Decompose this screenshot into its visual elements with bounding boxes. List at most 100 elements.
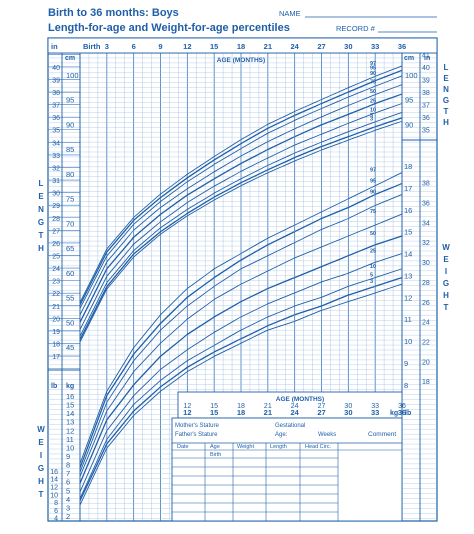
gestational: Gestational bbox=[275, 423, 305, 429]
age-axis-title: AGE (MONTHS) bbox=[217, 57, 265, 64]
length-vertical-letter: G bbox=[38, 218, 44, 227]
length_for_age_cm-curve-50 bbox=[79, 93, 403, 323]
age-tick-top: 18 bbox=[237, 42, 245, 51]
age-tick-bottom: 30 bbox=[344, 408, 352, 417]
weight-kg-right-tick: 11 bbox=[404, 315, 412, 324]
length-vertical-letter-right: T bbox=[444, 107, 449, 116]
weight-kg-right-tick: 9 bbox=[404, 359, 408, 368]
length-in-right-tick: 39 bbox=[422, 77, 430, 84]
length-in-tick: 31 bbox=[52, 178, 60, 185]
form-box bbox=[171, 417, 403, 522]
weight_for_age_kg-percentile-label: 10 bbox=[370, 264, 376, 270]
weight-kg-right-tick: 15 bbox=[404, 228, 412, 237]
length-vertical-letter-right: L bbox=[444, 63, 449, 72]
mothers-stature: Mother's Stature bbox=[175, 423, 219, 429]
weight_for_age_kg-curve-95 bbox=[79, 182, 403, 469]
title-line-2: Length-for-age and Weight-for-age percen… bbox=[48, 22, 290, 34]
weight-kg-left-tick: 13 bbox=[66, 418, 74, 427]
length-cm-tick: 45 bbox=[66, 343, 74, 352]
length-in-tick: 24 bbox=[52, 266, 60, 273]
age-tick-bottom: 24 bbox=[290, 408, 299, 417]
lb-label-right: lb bbox=[405, 410, 411, 417]
form-column-heading: Date bbox=[177, 444, 189, 450]
weight-lb-right-tick: 20 bbox=[422, 359, 430, 366]
weight-kg-left-tick: 4 bbox=[66, 495, 70, 504]
weight-kg-left-tick: 5 bbox=[66, 486, 70, 495]
weight_for_age_kg-percentile-label: 25 bbox=[370, 249, 376, 255]
age-tick-top: 36 bbox=[398, 42, 406, 51]
weight-lb-left-tick: 6 bbox=[54, 508, 58, 515]
length_for_age_cm-percentile-label: 10 bbox=[370, 107, 376, 113]
age-tick-top: 30 bbox=[344, 42, 352, 51]
length-vertical-letter: H bbox=[38, 244, 44, 253]
length-cm-right-tick: 100 bbox=[405, 71, 418, 80]
age-tick-bottom: 36 bbox=[398, 408, 406, 417]
length-in-tick: 23 bbox=[52, 279, 60, 286]
weight-vertical-letter-right: W bbox=[442, 243, 450, 252]
weight-lb-right-tick: 32 bbox=[422, 240, 430, 247]
weight-kg-left-tick: 7 bbox=[66, 469, 70, 478]
weight-kg-left-tick: 9 bbox=[66, 452, 70, 461]
weight-kg-right-tick: 13 bbox=[404, 271, 412, 280]
weight_for_age_kg-curve-50 bbox=[79, 235, 403, 484]
in-label-right: in bbox=[424, 55, 430, 62]
weight-kg-left-tick: 14 bbox=[66, 409, 74, 418]
age-tick-bottom: 15 bbox=[210, 408, 218, 417]
length-vertical-letter-right: E bbox=[443, 74, 449, 83]
cm-label-left: cm bbox=[65, 55, 75, 62]
age-tick-bottom-mid: 24 bbox=[291, 403, 299, 410]
length_for_age_cm-curve-3 bbox=[79, 120, 403, 343]
cm-label-right: cm bbox=[404, 55, 414, 62]
weight_for_age_kg-curve-90 bbox=[79, 193, 403, 473]
length-cm-tick: 60 bbox=[66, 269, 74, 278]
weight_for_age_kg-curve-10 bbox=[79, 268, 403, 499]
age-tick-top: 6 bbox=[132, 42, 136, 51]
length_for_age_cm-curve-95 bbox=[79, 69, 403, 306]
weight-lb-right-tick: 38 bbox=[422, 181, 430, 188]
comment-heading: Comment bbox=[368, 431, 396, 438]
weight-lb-left-tick: 10 bbox=[50, 492, 58, 499]
weight-kg-left-tick: 15 bbox=[66, 401, 74, 410]
length_for_age_cm-curve-25 bbox=[79, 103, 403, 330]
weight_for_age_kg-percentile-label: 97 bbox=[370, 168, 376, 174]
length-cm-right-tick: 90 bbox=[405, 120, 413, 129]
weight-kg-left-tick: 10 bbox=[66, 443, 74, 452]
weeks-field: Weeks bbox=[318, 432, 336, 438]
weight-kg-left-tick: 3 bbox=[66, 503, 70, 512]
age-tick-bottom-mid: 27 bbox=[318, 403, 326, 410]
length_for_age_cm-curve-10 bbox=[79, 111, 403, 337]
weight-kg-left-tick: 11 bbox=[66, 435, 74, 444]
weight-vertical-letter: W bbox=[37, 425, 45, 434]
weight_for_age_kg-percentile-label: 5 bbox=[370, 273, 373, 279]
length-in-tick: 21 bbox=[52, 304, 60, 311]
weight_for_age_kg-percentile-label: 50 bbox=[370, 231, 376, 237]
header: Birth to 36 months: Boys Length-for-age … bbox=[48, 7, 437, 34]
age-tick-top: 12 bbox=[183, 42, 191, 51]
form-column-heading: Weight bbox=[237, 444, 254, 450]
length-in-tick: 36 bbox=[52, 115, 60, 122]
age-tick-top: 33 bbox=[371, 42, 379, 51]
age-tick-bottom-mid: 36 bbox=[398, 403, 406, 410]
age-tick-top: 27 bbox=[317, 42, 325, 51]
length-vertical-letter: N bbox=[38, 205, 44, 214]
length-in-tick: 30 bbox=[52, 191, 60, 198]
weight-vertical-letter-right: I bbox=[445, 267, 447, 276]
weight-lb-left-tick: 16 bbox=[50, 469, 58, 476]
weight-vertical-letter-right: H bbox=[443, 291, 449, 300]
birth-label: Birth bbox=[83, 42, 101, 51]
weight-kg-right-tick: 8 bbox=[404, 381, 408, 390]
length_for_age_cm-percentile-label: 90 bbox=[370, 71, 376, 77]
weight-lb-right-tick: 18 bbox=[422, 379, 430, 386]
weight_for_age_kg-percentile-label: 75 bbox=[370, 209, 376, 215]
lb-label-left: lb bbox=[51, 383, 57, 390]
weight_for_age_kg-curve-25 bbox=[79, 253, 403, 493]
length-in-tick: 34 bbox=[52, 140, 60, 147]
length_for_age_cm-curve-97 bbox=[79, 65, 403, 303]
weight-kg-left-tick: 2 bbox=[66, 512, 70, 521]
age-tick-bottom: 21 bbox=[264, 408, 272, 417]
length-in-tick: 38 bbox=[52, 90, 60, 97]
weight_for_age_kg-curve-97 bbox=[79, 172, 403, 464]
length_for_age_cm-percentile-label: 25 bbox=[370, 99, 376, 105]
